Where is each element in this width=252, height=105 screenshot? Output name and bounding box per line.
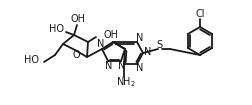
Text: OH: OH bbox=[103, 30, 118, 40]
Text: HO: HO bbox=[24, 55, 39, 65]
Text: N: N bbox=[136, 63, 144, 73]
Text: N: N bbox=[97, 39, 105, 49]
Text: Cl: Cl bbox=[195, 9, 205, 19]
Text: N: N bbox=[118, 61, 126, 71]
Text: N: N bbox=[144, 47, 152, 57]
Text: S: S bbox=[156, 40, 162, 50]
Text: OH: OH bbox=[71, 14, 85, 24]
Text: NH$_2$: NH$_2$ bbox=[116, 75, 136, 89]
Text: HO: HO bbox=[49, 24, 64, 34]
Text: O: O bbox=[72, 50, 80, 60]
Text: N: N bbox=[136, 33, 144, 43]
Text: N: N bbox=[105, 61, 113, 71]
